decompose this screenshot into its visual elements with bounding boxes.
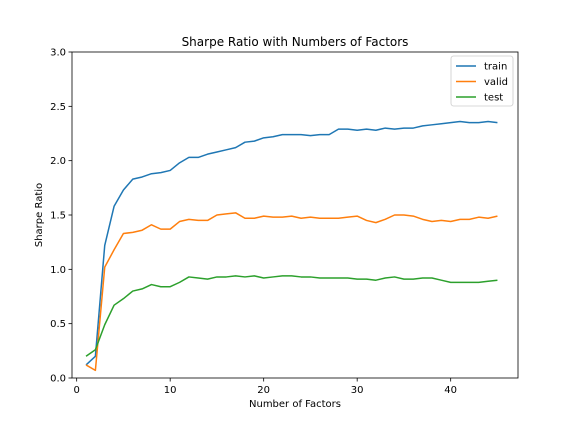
legend-label-train: train — [484, 62, 507, 73]
axes-frame — [71, 51, 519, 379]
y-tick-label: 2.5 — [50, 102, 66, 113]
y-tick-label: 1.0 — [50, 265, 66, 276]
y-tick-label: 2.0 — [50, 156, 66, 167]
x-tick-label: 20 — [257, 385, 270, 396]
y-tick-label: 0.0 — [50, 374, 66, 385]
y-tick-label: 0.5 — [50, 319, 66, 330]
x-tick-label: 30 — [351, 385, 364, 396]
x-tick-label: 10 — [164, 385, 177, 396]
legend: train valid test — [450, 55, 514, 107]
y-tick-label: 3.0 — [50, 48, 66, 59]
legend-box — [450, 55, 514, 107]
series-line-valid — [85, 212, 498, 372]
y-axis-label: Sharpe Ratio — [34, 183, 45, 247]
x-tick-label: 0 — [73, 385, 79, 396]
series-line-train — [85, 120, 498, 366]
chart-title: Sharpe Ratio with Numbers of Factors — [182, 35, 409, 49]
legend-label-test: test — [484, 93, 503, 104]
x-tick-label: 40 — [444, 385, 457, 396]
x-axis-label: Number of Factors — [249, 399, 341, 410]
plot-area — [85, 120, 498, 372]
axis-ticks: 0 10 20 30 40 0.0 0.5 1.0 1.5 2.0 2.5 3.0 — [50, 48, 457, 397]
legend-label-valid: valid — [484, 77, 508, 88]
y-tick-label: 1.5 — [50, 211, 66, 222]
series-line-test — [85, 275, 498, 357]
